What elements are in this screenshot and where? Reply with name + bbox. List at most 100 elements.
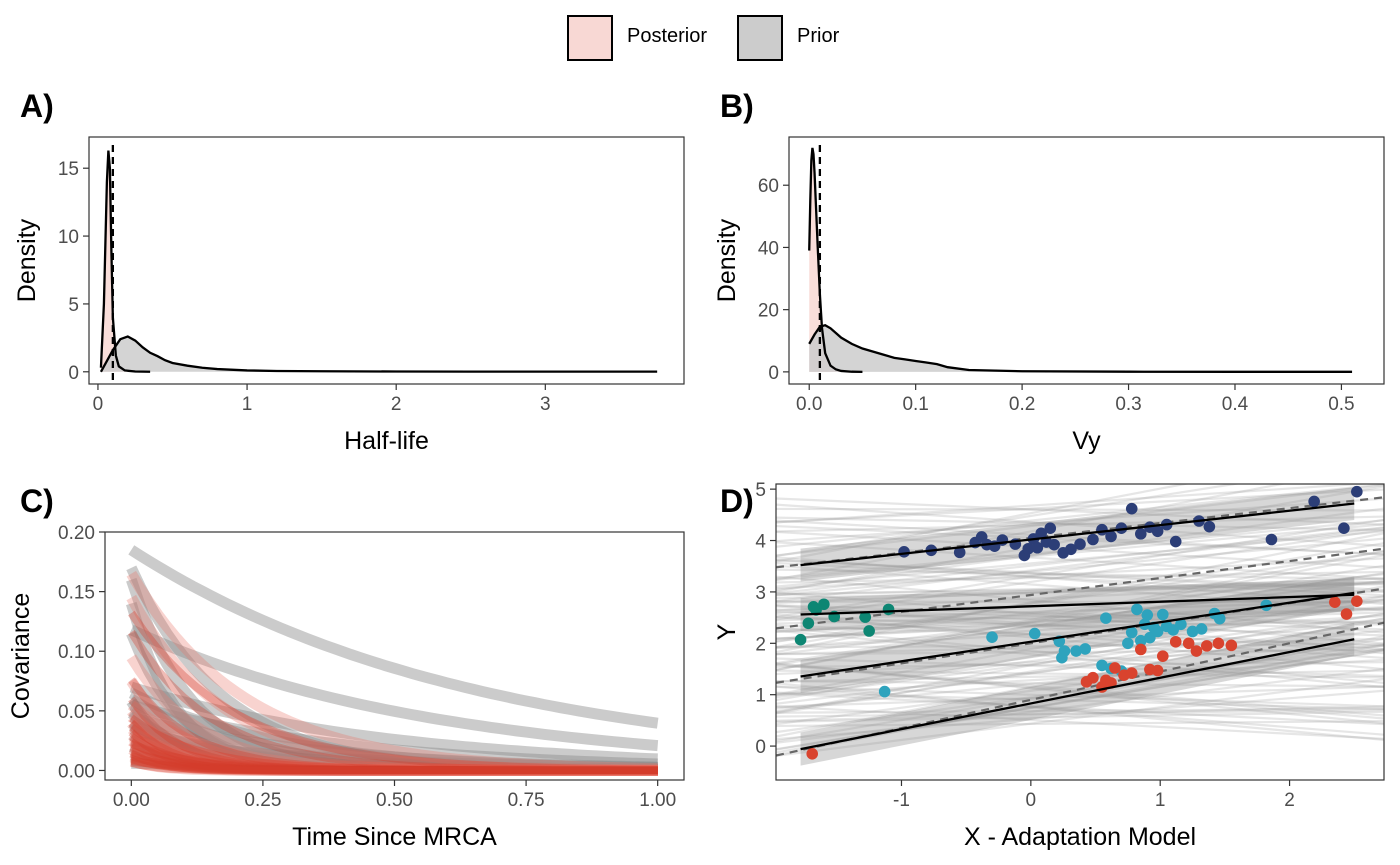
panel-d-sample-line	[776, 657, 1384, 678]
panel-d-point-regime-dark-blue	[1031, 541, 1044, 554]
panel-d-y-tick-label: 2	[755, 634, 766, 655]
panel-c-posterior-curve	[128, 730, 658, 776]
panel-d-sample-line	[776, 542, 1384, 649]
panel-d-point-regime-cyan	[1100, 612, 1112, 624]
panel-c-posterior-core-curve	[129, 733, 658, 775]
panel-c-prior-curve	[129, 681, 658, 765]
panel-d-sample-line	[776, 635, 1384, 757]
panel-d-sample-line	[776, 669, 1384, 683]
panel-c-plot-area	[126, 545, 659, 776]
panel-d-sample-line	[776, 604, 1384, 625]
panel-d-point-regime-cyan	[1079, 643, 1091, 655]
panel-d-point-regime-cyan	[1213, 612, 1226, 625]
panel-d-point-regime-dark-blue	[1151, 525, 1164, 538]
panel-d-point-regime-red	[1169, 635, 1182, 648]
panel-c-y-tick-label: 0.20	[58, 523, 95, 544]
panel-d-sample-line	[776, 667, 1384, 744]
panel-d-point-regime-red	[1109, 662, 1121, 674]
panel-d-point-regime-red	[1135, 643, 1147, 656]
panel-d-point-regime-teal	[807, 601, 820, 613]
legend: Posterior Prior	[566, 14, 866, 62]
panel-d-point-regime-dark-blue	[898, 546, 910, 558]
panel-d-point-regime-red	[1340, 608, 1353, 620]
panel-d-sample-line	[776, 541, 1384, 580]
panel-d-sample-line	[776, 598, 1384, 641]
panel-d-sample-line	[776, 515, 1384, 533]
panel-d-x-tick-label: -1	[893, 790, 910, 811]
panel-c-prior-curve	[128, 545, 659, 729]
panel-c-posterior-curve	[129, 732, 658, 776]
panel-c-prior-curve	[128, 688, 658, 774]
panel-d-sample-line	[776, 577, 1384, 605]
panel-d-plot-area	[776, 484, 1384, 766]
panel-a-density-fill-prior	[100, 336, 658, 372]
panel-c-prior-curve	[126, 565, 658, 776]
panel-d-sample-line	[776, 689, 1384, 741]
panel-d-x-tick-label: 2	[1284, 790, 1295, 811]
panel-c-x-tick-label: 1.00	[639, 790, 676, 811]
panel-b-plot-area	[808, 145, 1353, 380]
panel-c-prior-curve	[126, 698, 658, 776]
panel-d-y-tick-label: 3	[755, 583, 766, 604]
panel-d-point-regime-cyan	[1131, 603, 1143, 616]
panel-c-prior-curve	[131, 755, 658, 775]
panel-d-sample-line	[776, 647, 1384, 734]
panel-d-sample-line	[776, 617, 1384, 738]
panel-b-border	[788, 136, 1385, 385]
panel-a-x-axis-title: Half-life	[344, 427, 429, 455]
panel-c-posterior-curve	[129, 741, 658, 776]
panel-c-posterior-core-curve	[130, 756, 658, 775]
panel-d-point-regime-dark-blue	[1105, 530, 1117, 543]
panel-d-sample-line	[776, 613, 1384, 671]
panel-c-posterior-core-curve	[128, 677, 658, 775]
legend-label-posterior: Posterior	[627, 25, 708, 47]
panel-c-posterior-curve	[128, 744, 658, 776]
panel-d-point-regime-cyan	[1096, 659, 1108, 672]
panel-d-sample-line	[776, 663, 1384, 720]
panel-d-sample-line	[776, 581, 1384, 612]
panel-d-point-regime-dark-blue	[1115, 522, 1128, 534]
panel-d-point-regime-cyan	[1156, 608, 1169, 621]
panel-d-sample-line	[776, 503, 1384, 548]
panel-d-point-regime-cyan	[1028, 627, 1041, 640]
panel-d-fit-line	[800, 591, 1355, 678]
panel-d-point-regime-teal	[863, 625, 875, 637]
panel-d-sample-line	[776, 570, 1384, 584]
panel-c-posterior-core-curve	[130, 755, 658, 775]
panel-d-point-regime-teal	[882, 603, 895, 616]
panel-d-sample-line	[776, 616, 1384, 660]
panel-d-sample-line	[776, 680, 1384, 688]
panel-c-posterior-core-curve	[129, 749, 658, 775]
panel-d-sample-line	[776, 516, 1384, 532]
panel-d-sample-line	[776, 556, 1384, 605]
panel-d-point-regime-teal	[794, 633, 807, 646]
panel-d-sample-line	[776, 705, 1384, 722]
panel-d-point-regime-cyan	[1175, 618, 1187, 631]
panel-d-point-regime-cyan	[1195, 623, 1208, 635]
panel-d-point-regime-dark-blue	[953, 546, 966, 559]
panel-c-prior-curve	[129, 720, 658, 776]
panel-d-sample-line	[776, 549, 1384, 671]
panel-c-x-tick-label: 0.25	[244, 790, 281, 811]
panel-d-point-regime-cyan	[1122, 637, 1134, 650]
panel-c-prior-curve	[130, 747, 658, 776]
panel-d-sample-line	[776, 707, 1384, 714]
panel-d-sample-line	[776, 507, 1384, 512]
panel-d-point-regime-cyan	[1135, 634, 1147, 647]
panel-d-x-tick-label: 0	[1026, 790, 1037, 811]
panel-d-point-regime-red	[1087, 671, 1099, 684]
panel-c-posterior-curve	[127, 707, 658, 776]
panel-d-sample-line	[776, 484, 1384, 548]
panel-a-x-tick-label: 3	[540, 394, 551, 415]
panel-d-sample-line	[776, 620, 1384, 713]
panel-d-point-regime-cyan	[1058, 645, 1071, 657]
panel-c-prior-curve	[129, 624, 659, 752]
panel-d-sample-line	[776, 611, 1384, 633]
panel-d-point-regime-red	[806, 747, 819, 760]
panel-d-sample-line	[776, 484, 1384, 557]
panel-d-y-tick-label: 0	[755, 737, 766, 758]
panel-d-sample-line	[776, 600, 1384, 604]
panel-d-point-regime-cyan	[1141, 609, 1154, 621]
panel-d-sample-line	[776, 624, 1384, 647]
panel-c-prior-curve	[128, 694, 658, 776]
